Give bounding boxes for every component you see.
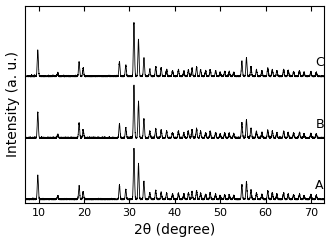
Text: B: B <box>315 118 324 130</box>
Text: A: A <box>315 179 324 192</box>
Text: C: C <box>315 56 324 69</box>
Y-axis label: Intensity (a. u.): Intensity (a. u.) <box>6 51 20 157</box>
X-axis label: 2θ (degree): 2θ (degree) <box>134 224 215 237</box>
